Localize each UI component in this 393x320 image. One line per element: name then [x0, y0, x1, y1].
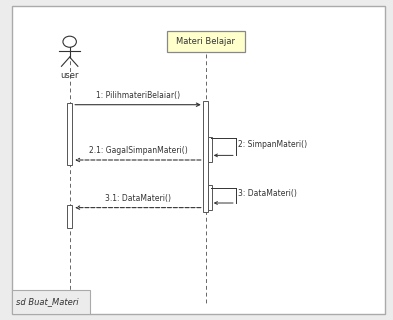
- Text: 2: SimpanMateri(): 2: SimpanMateri(): [238, 140, 307, 149]
- Bar: [167, 31, 245, 52]
- Bar: [67, 103, 72, 164]
- Text: 3: DataMateri(): 3: DataMateri(): [238, 189, 297, 198]
- Text: 3.1: DataMateri(): 3.1: DataMateri(): [105, 194, 171, 203]
- Bar: [208, 137, 213, 162]
- Bar: [12, 290, 90, 314]
- Bar: [208, 186, 213, 210]
- Text: 1: PilihmateriBelaiar(): 1: PilihmateriBelaiar(): [96, 91, 180, 100]
- Text: user: user: [61, 71, 79, 80]
- Text: sd Buat_Materi: sd Buat_Materi: [16, 297, 78, 307]
- Text: Materi Belajar: Materi Belajar: [176, 37, 235, 46]
- Bar: [203, 101, 208, 212]
- Text: 2.1: GagalSimpanMateri(): 2.1: GagalSimpanMateri(): [88, 146, 187, 156]
- Bar: [67, 204, 72, 228]
